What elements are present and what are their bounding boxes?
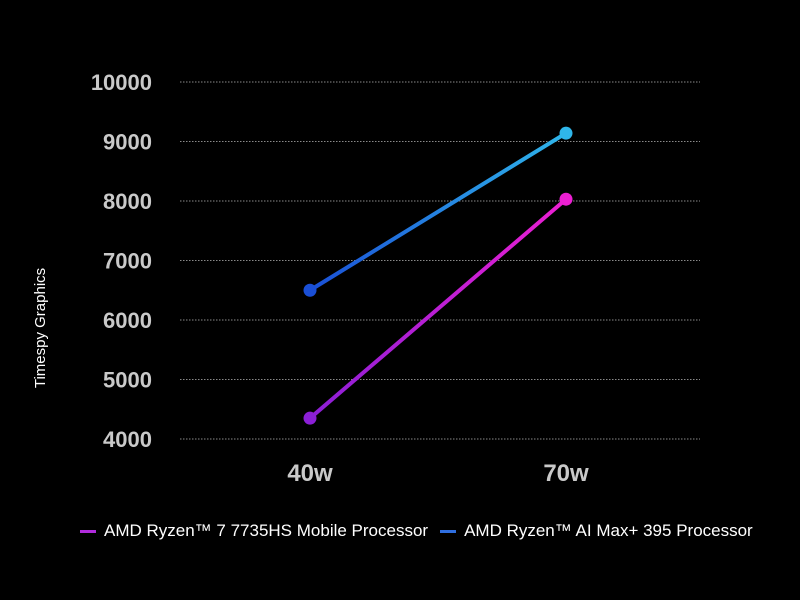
line-chart: 4000 5000 6000 7000 8000 9000 10000 40w 70w Tim… xyxy=(32,70,700,487)
legend-swatch-series-2 xyxy=(440,529,457,533)
y-axis-ticks: 4000 5000 6000 7000 8000 9000 10000 xyxy=(91,70,152,452)
data-point-series-1-40w xyxy=(303,411,317,425)
legend: AMD Ryzen™ 7 7735HS Mobile Processor AMD… xyxy=(80,521,780,541)
x-axis-ticks: 40w 70w xyxy=(287,460,589,487)
series-line-1 xyxy=(308,197,568,421)
series-line-2 xyxy=(308,131,568,293)
grid-lines xyxy=(180,81,700,440)
y-axis-label: Timespy Graphics xyxy=(32,268,49,388)
y-tick-label-5000: 5000 xyxy=(103,368,152,393)
legend-label-series-2: AMD Ryzen™ AI Max+ 395 Processor xyxy=(464,521,753,540)
y-tick-label-9000: 9000 xyxy=(103,130,152,155)
y-tick-label-8000: 8000 xyxy=(103,189,152,214)
legend-item-series-1: AMD Ryzen™ 7 7735HS Mobile Processor xyxy=(80,521,428,541)
data-point-series-2-40w xyxy=(303,283,317,297)
series-group xyxy=(303,126,573,425)
legend-label-series-1: AMD Ryzen™ 7 7735HS Mobile Processor xyxy=(104,521,429,540)
y-tick-label-7000: 7000 xyxy=(103,249,152,274)
x-tick-label-40w: 40w xyxy=(287,460,333,487)
data-point-series-2-70w xyxy=(559,126,573,140)
y-tick-label-6000: 6000 xyxy=(103,308,152,333)
y-tick-label-4000: 4000 xyxy=(103,427,152,452)
legend-swatch-series-1 xyxy=(80,529,96,533)
data-point-series-1-70w xyxy=(559,192,573,206)
y-tick-label-10000: 10000 xyxy=(91,70,152,95)
legend-item-series-2: AMD Ryzen™ AI Max+ 395 Processor xyxy=(440,521,753,541)
x-tick-label-70w: 70w xyxy=(543,460,589,487)
